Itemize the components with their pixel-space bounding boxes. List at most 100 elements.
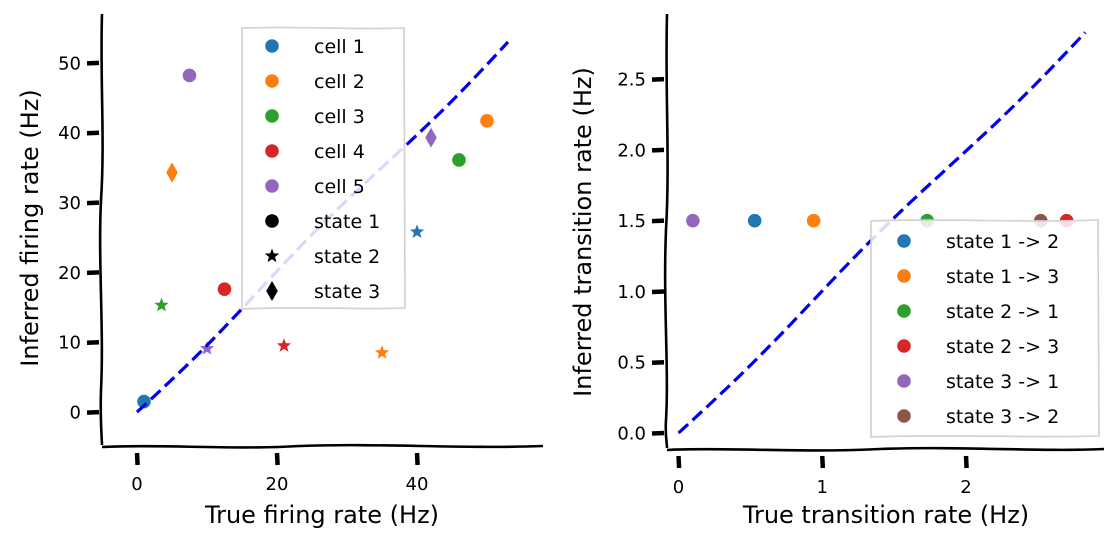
legend-label: state 3 -> 1 — [946, 371, 1059, 393]
data-point — [686, 213, 700, 228]
x-tick-label: 0 — [673, 477, 684, 498]
legend-entry: cell 5 — [265, 176, 365, 198]
y-tick-mark — [86, 270, 100, 276]
data-point — [374, 345, 390, 359]
y-axis-label: Inferred firing rate (Hz) — [16, 89, 44, 366]
legend-marker — [265, 179, 279, 193]
legend-marker — [897, 304, 911, 318]
y-tick-label: 2.0 — [617, 140, 646, 161]
y-tick-mark — [86, 409, 100, 415]
x-tick-mark — [134, 452, 140, 466]
y-tick-label: 50 — [58, 53, 81, 74]
legend-marker — [897, 234, 911, 248]
data-point — [182, 68, 197, 83]
axis-ticks: 0 20 40 0 10 20 30 40 50 — [58, 53, 428, 495]
legend-entry: cell 4 — [265, 141, 365, 163]
y-tick-label: 30 — [58, 193, 81, 214]
y-axis-spine — [663, 13, 669, 449]
y-tick-label: 1.5 — [617, 211, 646, 232]
y-tick-label: 20 — [58, 263, 81, 284]
legend-entry: cell 3 — [265, 106, 365, 128]
data-point — [452, 153, 466, 167]
x-axis-spine — [666, 446, 1105, 452]
data-point — [409, 224, 425, 238]
y-tick-mark — [86, 200, 100, 206]
y-tick-mark — [651, 218, 665, 224]
x-tick-label: 0 — [131, 474, 142, 495]
legend-entry: state 3 -> 2 — [897, 406, 1059, 428]
legend-marker — [897, 269, 911, 283]
legend-marker — [897, 374, 911, 388]
y-tick-mark — [651, 359, 665, 365]
firing-rate-panel: 0 20 40 0 10 20 30 40 50 True firing rate (Hz) I… — [16, 13, 544, 529]
legend-items: cell 1 cell 2 cell 3 cell 4 cell 5 state 1 sta… — [264, 36, 380, 303]
legend-label: cell 3 — [314, 106, 365, 128]
legend: cell 1 cell 2 cell 3 cell 4 cell 5 state 1 sta… — [241, 26, 406, 310]
x-tick-label: 20 — [266, 474, 289, 495]
legend-entry: state 2 -> 3 — [897, 336, 1059, 358]
x-tick-mark — [274, 452, 280, 466]
legend-label: cell 2 — [314, 71, 365, 93]
data-point — [199, 341, 215, 355]
legend-entry: state 3 — [266, 281, 380, 303]
x-axis-label: True transition rate (Hz) — [742, 501, 1029, 529]
data-point — [806, 213, 821, 228]
x-tick-label: 40 — [406, 474, 429, 495]
data-point — [276, 338, 292, 352]
legend: state 1 -> 2 state 1 -> 3 state 2 -> 1 stat… — [870, 219, 1100, 438]
data-point — [137, 394, 151, 409]
transition-rate-panel: 0 1 2 0.0 0.5 1.0 1.5 2.0 2.5 True transition ra… — [569, 13, 1105, 529]
legend-frame — [870, 219, 1100, 438]
legend-marker — [897, 409, 911, 423]
y-tick-label: 0 — [70, 403, 81, 424]
legend-marker — [264, 248, 280, 263]
y-axis-spine — [98, 13, 104, 446]
legend-marker — [265, 109, 279, 123]
legend-entry: state 2 — [264, 246, 380, 268]
x-tick-mark — [963, 455, 969, 469]
legend-label: state 2 — [314, 246, 380, 268]
x-tick-mark — [414, 452, 420, 466]
firing-rate-points — [137, 68, 494, 409]
x-tick-label: 1 — [817, 477, 828, 498]
y-tick-mark — [651, 147, 665, 153]
legend-label: state 2 -> 3 — [946, 336, 1059, 358]
legend-label: state 1 -> 3 — [946, 266, 1059, 288]
legend-label: state 1 -> 2 — [946, 231, 1059, 253]
axis-ticks: 0 1 2 0.0 0.5 1.0 1.5 2.0 2.5 — [617, 70, 971, 498]
legend-entry: state 2 -> 1 — [897, 301, 1059, 323]
legend-label: state 1 — [314, 211, 380, 233]
y-axis-label: Inferred transition rate (Hz) — [569, 67, 597, 397]
y-tick-mark — [651, 289, 665, 295]
legend-marker — [266, 281, 278, 301]
y-tick-mark — [86, 339, 100, 345]
legend-marker — [265, 214, 279, 228]
legend-entry: cell 2 — [265, 71, 365, 93]
data-point — [166, 162, 178, 183]
y-tick-label: 0.0 — [617, 424, 646, 445]
legend-entry: state 1 -> 2 — [897, 231, 1059, 253]
x-tick-mark — [820, 455, 826, 469]
legend-entry: state 1 -> 3 — [897, 266, 1059, 288]
legend-label: state 2 -> 1 — [946, 301, 1059, 323]
legend-label: cell 5 — [314, 176, 365, 198]
x-tick-label: 2 — [960, 477, 971, 498]
y-tick-label: 40 — [58, 123, 81, 144]
legend-frame — [241, 26, 406, 310]
legend-entry: state 3 -> 1 — [897, 371, 1059, 393]
legend-marker — [897, 339, 911, 353]
data-point — [154, 297, 169, 312]
y-tick-label: 2.5 — [617, 70, 646, 91]
legend-marker — [265, 74, 279, 88]
x-axis-label: True firing rate (Hz) — [204, 501, 439, 529]
y-tick-label: 1.0 — [617, 282, 646, 303]
y-tick-mark — [651, 76, 665, 82]
legend-label: state 3 — [314, 281, 380, 303]
legend-label: state 3 -> 2 — [946, 406, 1059, 428]
legend-items: state 1 -> 2 state 1 -> 3 state 2 -> 1 stat… — [897, 231, 1059, 428]
data-point — [425, 127, 437, 148]
y-tick-mark — [86, 130, 100, 136]
identity-line — [135, 40, 510, 414]
data-point — [217, 282, 232, 296]
